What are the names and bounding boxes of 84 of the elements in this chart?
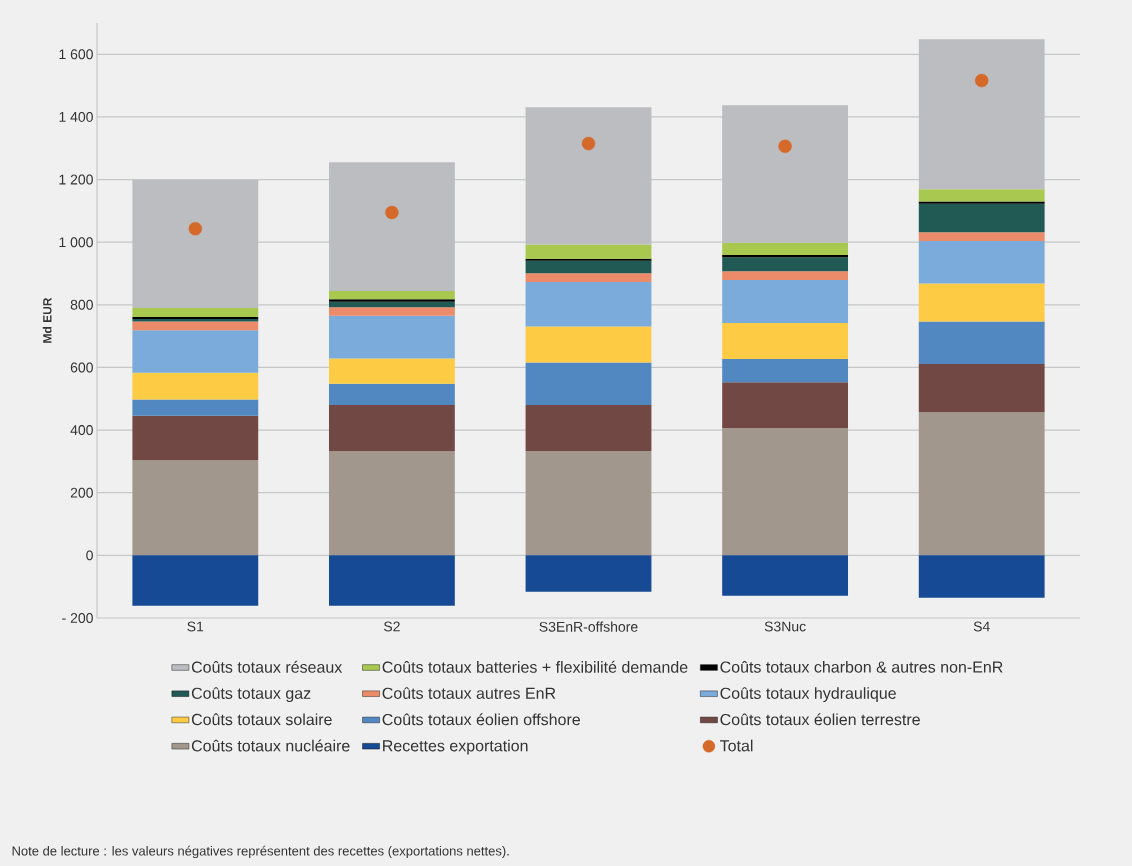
- point: [385, 205, 399, 220]
- bar: [525, 281, 652, 327]
- bar: [525, 273, 652, 282]
- bar: [722, 255, 849, 258]
- bar: [525, 555, 652, 592]
- y-tick-label: - 200: [62, 613, 93, 623]
- bar: [132, 460, 259, 556]
- bar: [722, 271, 849, 281]
- y-tick-label: 400: [70, 425, 93, 436]
- y-tick-label: 1 200: [59, 174, 93, 185]
- y-tick-label: 0: [86, 550, 93, 561]
- bar: [328, 555, 455, 606]
- legend-label: Coûts totaux éolien terrestre: [720, 713, 920, 726]
- legend-label: Coûts totaux nucléaire: [191, 739, 350, 752]
- bar: [918, 203, 1045, 233]
- x-tick-label: S3Nuc: [764, 621, 806, 632]
- bar: [918, 240, 1045, 284]
- bar: [132, 415, 259, 461]
- legend-label: Coûts totaux autres EnR: [382, 687, 556, 699]
- bar: [132, 399, 259, 416]
- bar: [918, 201, 1045, 204]
- y-tick-label: 600: [70, 362, 93, 373]
- bar: [722, 105, 849, 243]
- bar: [525, 326, 652, 363]
- bar: [525, 107, 652, 245]
- y-tick-label: 800: [70, 299, 93, 310]
- y-tick-label: 200: [70, 487, 93, 498]
- bar: [328, 405, 455, 452]
- bar: [722, 359, 849, 383]
- bar: [132, 321, 259, 331]
- bar: [132, 179, 259, 308]
- point: [975, 73, 989, 88]
- bar: [525, 260, 652, 274]
- bar: [722, 242, 849, 256]
- legend-label: Coûts totaux charbon & autres non-EnR: [720, 660, 1003, 673]
- bar: [132, 555, 259, 606]
- y-tick-label: 1 000: [59, 237, 93, 248]
- bar: [132, 330, 259, 373]
- point: [188, 222, 203, 236]
- bar: [722, 382, 849, 428]
- point: [581, 136, 596, 151]
- y-tick-label: 1 600: [59, 49, 93, 60]
- bar: [918, 412, 1045, 556]
- legend-label: Coûts totaux gaz: [191, 687, 311, 703]
- bar: [525, 405, 652, 452]
- bar: [328, 451, 455, 556]
- bar: [722, 280, 849, 323]
- bar: [722, 555, 849, 596]
- bar: [918, 364, 1045, 413]
- bar: [328, 291, 455, 300]
- x-tick-label: S1: [187, 621, 204, 632]
- bar: [328, 358, 455, 384]
- bar: [918, 189, 1045, 202]
- bar: [918, 232, 1045, 241]
- bar: [918, 321, 1045, 365]
- bar: [525, 244, 652, 259]
- text: Note de lecture : les valeurs négatives représentent des recettes (exportations nettes).: [12, 845, 509, 859]
- legend-label: Coûts totaux éolien offshore: [382, 713, 580, 726]
- bar: [722, 427, 849, 556]
- bar: [328, 299, 455, 302]
- x-tick-label: S2: [383, 621, 400, 632]
- y-tick-label: 1 400: [59, 111, 93, 122]
- legend-label: Coûts totaux solaire: [191, 713, 332, 726]
- legend-label: Total: [720, 739, 753, 752]
- legend-label: Coûts totaux réseaux: [191, 660, 343, 673]
- legend-label: Coûts totaux hydraulique: [720, 687, 896, 703]
- x-tick-label: S4: [973, 621, 990, 632]
- bar: [525, 362, 652, 406]
- bar: [918, 555, 1045, 598]
- bar: [722, 257, 849, 272]
- bar: [132, 372, 259, 400]
- x-tick-label: S3EnR-offshore: [539, 621, 638, 632]
- bar: [918, 283, 1045, 322]
- y-axis-title: Md EUR: [42, 297, 52, 343]
- point: [778, 139, 792, 154]
- bar: [525, 451, 652, 556]
- bar: [328, 315, 455, 359]
- bar: [328, 383, 455, 406]
- bar: [328, 307, 455, 316]
- bar: [722, 322, 849, 359]
- bar: [132, 307, 259, 318]
- legend-label: Coûts totaux batteries + flexibilité demande: [382, 660, 688, 673]
- legend-label: Recettes exportation: [383, 739, 528, 755]
- bar: [328, 162, 455, 292]
